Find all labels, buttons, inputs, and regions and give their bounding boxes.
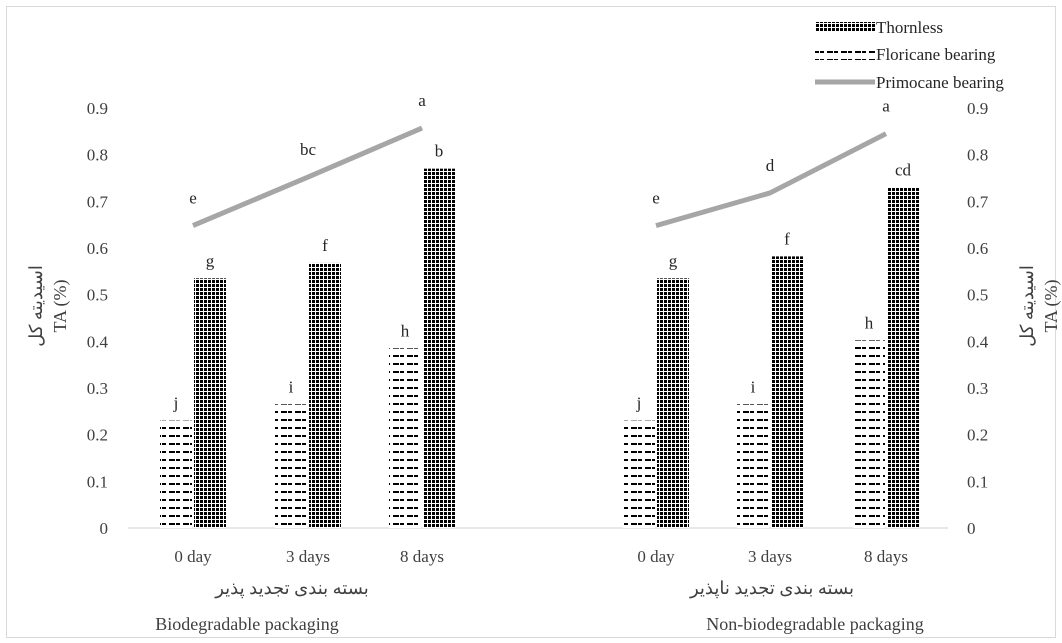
y-label-right-en: TA (%) [1041,279,1062,332]
x-category-label: 3 days [748,547,792,566]
y-right-tick-label: 0.4 [967,332,989,351]
y-right-tick-label: 0.5 [967,286,988,305]
y-left-tick-label: 0.4 [87,332,109,351]
sig-label-thornless: g [669,251,678,270]
category-labels: 0 day 3 days 8 days 0 day 3 days 8 days [174,547,908,566]
sig-label-thornless: b [435,142,444,161]
sig-label-primocane: e [189,189,197,208]
sig-label-thornless: f [784,229,790,248]
x-category-label: 0 day [174,547,212,566]
bar-thornless [887,187,919,529]
y-left-tick-label: 0.3 [87,379,108,398]
legend-label-thornless: Thornless [876,18,943,37]
y-label-left: اسیدیته کل TA (%) [26,265,71,347]
sig-label-primocane: d [766,156,775,175]
bar-thornless [657,278,689,528]
group-label-fa-2: بسته بندی تجدید ناپذیر [689,578,854,599]
x-category-label: 8 days [864,547,908,566]
significance-letters: j g e i f bc h b a j g e i f d h cd a [173,91,912,413]
bar-thornless [423,168,455,528]
sig-label-thornless: f [322,236,328,255]
bar-thornless [194,278,226,528]
y-right-tick-label: 0.3 [967,379,988,398]
primocane-lines [192,125,888,229]
line-primocane [192,125,423,228]
sig-label-primocane: bc [300,140,317,159]
y-left-tick-label: 0.1 [87,472,108,491]
bar-floricane [160,420,192,528]
sig-label-primocane: e [652,189,660,208]
y-label-left-en: TA (%) [50,279,71,332]
sig-label-floricane: i [289,377,294,396]
y-left-tick-label: 0.2 [87,426,108,445]
legend-swatch-floricane [815,51,875,60]
y-left-tick-label: 0.5 [87,286,108,305]
sig-label-thornless: g [206,251,215,270]
y-left-tick-label: 0.8 [87,146,108,165]
x-category-label: 8 days [400,547,444,566]
sig-label-floricane: h [401,321,410,340]
sig-label-thornless: cd [895,160,912,179]
y-right-tick-label: 0.8 [967,146,988,165]
bar-floricane [275,404,307,528]
y-label-right: اسیدیته کل TA (%) [1017,265,1062,347]
y-right-tick-label: 0.6 [967,239,988,258]
bar-floricane [623,420,655,528]
bar-thornless [309,262,341,528]
sig-label-primocane: a [882,97,890,116]
sig-label-floricane: h [865,313,874,332]
group-label-en-2: Non-biodegradable packaging [706,614,923,634]
group-label-fa-1: بسته بندی تجدید پذیر [214,578,369,599]
bar-floricane [389,348,421,528]
y-left-tick-label: 0 [100,519,109,538]
sig-label-floricane: j [173,394,179,413]
y-left-tick-label: 0.7 [87,192,109,211]
sig-label-floricane: i [751,377,756,396]
y-axis-left: 0 0.1 0.2 0.3 0.4 0.5 0.6 0.7 0.8 0.9 [87,99,109,538]
y-right-tick-label: 0.7 [967,192,989,211]
bar-floricane [853,340,885,528]
sig-label-floricane: j [636,394,642,413]
y-left-tick-label: 0.6 [87,239,108,258]
legend-label-floricane: Floricane bearing [876,45,996,64]
chart-frame [6,6,1056,638]
legend: Thornless Floricane bearing Primocane be… [815,18,1004,92]
bar-thornless [771,256,803,528]
x-category-label: 0 day [637,547,675,566]
y-label-right-fa: اسیدیته کل [1017,265,1037,347]
group-label-en-1: Biodegradable packaging [155,614,338,634]
y-right-tick-label: 0.9 [967,99,988,118]
legend-label-primocane: Primocane bearing [876,73,1004,92]
y-axis-right: 0 0.1 0.2 0.3 0.4 0.5 0.6 0.7 0.8 0.9 [967,99,989,538]
sig-label-primocane: a [418,91,426,110]
y-label-left-fa: اسیدیته کل [26,265,46,347]
y-left-tick-label: 0.9 [87,99,108,118]
y-right-tick-label: 0 [967,519,976,538]
x-category-label: 3 days [286,547,330,566]
bar-floricane [737,404,769,528]
bars [160,168,919,529]
legend-swatch-thornless [815,22,875,32]
y-right-tick-label: 0.1 [967,472,988,491]
y-right-tick-label: 0.2 [967,426,988,445]
line-primocane [655,131,888,229]
